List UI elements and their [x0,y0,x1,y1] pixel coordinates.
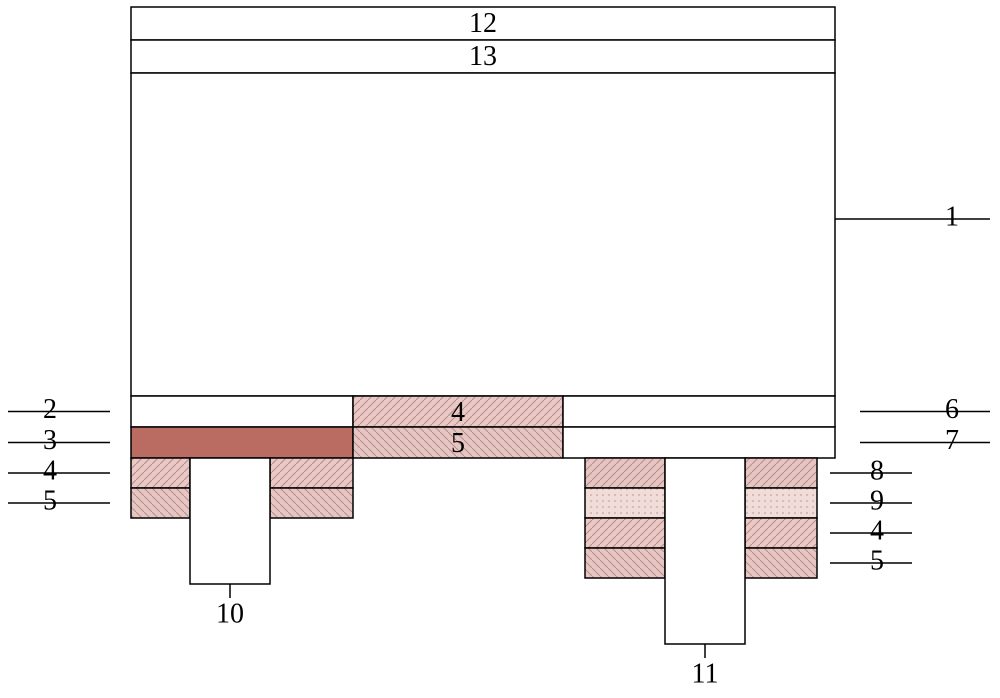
row_upper.center.label_center: 4 [451,397,465,428]
row_lower.center.label_center: 5 [451,428,465,459]
seg-7 [563,427,835,458]
cross-section-diagram: 121314265374510894511 [0,0,1000,698]
seg-3 [131,427,353,458]
pillar_right.label: 11 [692,658,719,689]
right_stack.rows.3.label_right: 5 [870,545,884,576]
pillar-11 [665,458,745,644]
main_block.layer13.label: 13 [469,41,497,72]
right-stack-0-L [585,458,665,488]
right_stack.rows.2.label_right: 4 [870,515,884,546]
right_stack.rows.1.label_right: 9 [870,485,884,516]
row_upper.left.label_left: 2 [43,394,57,425]
pillar-10 [190,458,270,584]
right_stack.rows.0.label_right: 8 [870,455,884,486]
right-stack-2-R [745,518,817,548]
left-stack-0-L [131,458,190,488]
left-stack-1-R [270,488,353,518]
right-stack-3-R [745,548,817,578]
right-stack-0-R [745,458,817,488]
right-stack-3-L [585,548,665,578]
pillar_left.label: 10 [216,598,244,629]
right-stack-1-R [745,488,817,518]
seg-2 [131,396,353,427]
row_lower.left.label_left: 3 [43,425,57,456]
row_upper.right.label_right: 6 [945,394,959,425]
layer-1-body [131,73,835,396]
seg-6 [563,396,835,427]
left-stack-1-L [131,488,190,518]
leader.r1.label: 1 [945,201,959,232]
left_stack.rows.1.label_left: 5 [43,485,57,516]
row_lower.right.label_right: 7 [945,425,959,456]
right-stack-1-L [585,488,665,518]
main_block.layer12.label: 12 [469,8,497,39]
left-stack-0-R [270,458,353,488]
right-stack-2-L [585,518,665,548]
left_stack.rows.0.label_left: 4 [43,455,57,486]
